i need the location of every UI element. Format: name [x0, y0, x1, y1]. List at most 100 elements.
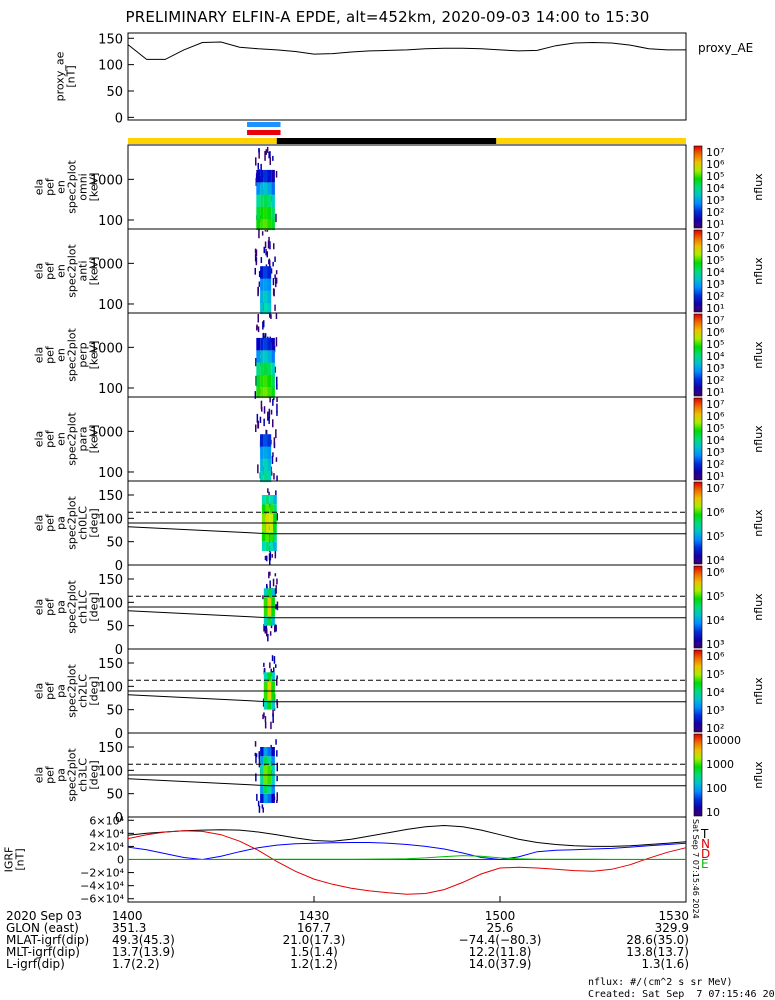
ylabel-line: ch0LC — [77, 506, 90, 540]
colorbar-label: 10⁵ — [706, 422, 724, 435]
colorbar-label: 10¹ — [706, 386, 724, 399]
heatmap-cell — [271, 756, 275, 766]
zone-bar-night — [276, 138, 497, 144]
colorbar-label: 10¹ — [706, 470, 724, 483]
colorbar — [693, 145, 703, 229]
speckle-mark — [255, 177, 257, 186]
heatmap-cell — [271, 217, 275, 231]
heatmap-cell — [260, 775, 264, 785]
heatmap-cell — [261, 541, 266, 551]
colorbar-label: 10000 — [706, 734, 741, 747]
speckle-mark — [268, 417, 270, 424]
ylabel-line: pa — [55, 600, 68, 614]
ylabel-line: ch3LC — [77, 758, 90, 792]
speckle-mark — [275, 429, 277, 439]
ylabel-line: spec2plot — [66, 244, 79, 298]
colorbar-label: 10⁷ — [706, 314, 724, 327]
colorbar-unit-text: nflux — [752, 341, 765, 369]
colorbar-label: 10⁴ — [706, 182, 725, 195]
igrf-series-N — [127, 842, 687, 861]
colorbar-label: 10⁷ — [706, 146, 724, 159]
heatmap-cell — [271, 784, 275, 794]
speckle-mark — [274, 550, 277, 559]
speckle-mark — [257, 464, 259, 474]
colorbar — [693, 313, 703, 397]
speckle-mark — [268, 258, 271, 265]
speckle-mark — [274, 623, 276, 633]
heatmap-cell — [263, 278, 268, 291]
footer-row-label: L-igrf(dip) — [6, 957, 65, 971]
heatmap-cell — [269, 513, 274, 523]
colorbar-label: 10⁶ — [706, 410, 725, 423]
ae-frame — [127, 32, 687, 121]
heatmap-cell — [260, 458, 264, 471]
colorbar-unit: nflux — [752, 761, 765, 789]
igrf-series-T — [127, 824, 687, 847]
speckle-mark — [272, 452, 274, 457]
speckle-mark — [275, 170, 278, 178]
heatmap-cell — [267, 616, 272, 626]
speckle-mark — [273, 243, 275, 250]
ylabel-line: spec2plot — [66, 328, 79, 382]
heatmap-cell — [256, 385, 260, 399]
speckle-mark — [273, 667, 275, 675]
footer-row-value: 329.9 — [655, 921, 689, 935]
ylabel-line: pef — [44, 513, 57, 532]
speckle-mark — [258, 271, 261, 277]
speckle-mark — [255, 375, 257, 386]
footer-row-value: 1.7(2.2) — [112, 957, 160, 971]
pitch-tick-label: 150 — [98, 741, 123, 756]
ylabel-line: proxy_ae — [54, 51, 67, 101]
heatmap-cell — [263, 607, 268, 617]
heatmap-cell — [271, 747, 275, 757]
heatmap-cell — [267, 301, 272, 315]
speckle-mark — [259, 416, 262, 423]
heatmap-cell — [256, 169, 260, 183]
speckle-mark — [272, 155, 274, 161]
heatmap-cell — [260, 290, 264, 303]
panel-frame — [127, 396, 687, 482]
igrf-tick-label: 2×10⁴ — [89, 840, 124, 853]
speckle-mark — [276, 578, 278, 585]
panel-frame — [127, 312, 687, 398]
speckle-mark — [258, 758, 261, 768]
heatmap-cell — [267, 278, 272, 291]
heatmap-cell — [260, 206, 264, 219]
speckle-mark — [260, 257, 263, 264]
ylabel-line: pa — [55, 684, 68, 698]
ylabel-line: ela — [33, 683, 46, 700]
ylabel-line: pef — [44, 261, 57, 280]
ylabel-line: pef — [44, 681, 57, 700]
spin-bar-red — [247, 130, 281, 135]
igrf-ylabel: IGRF[nT] — [3, 847, 27, 873]
speckle-mark — [274, 274, 276, 279]
speckle-mark — [276, 800, 278, 804]
footer-row-value: 1430 — [299, 909, 330, 923]
heatmap-cell — [261, 532, 266, 542]
speckle-mark — [262, 714, 264, 720]
heatmap-cell — [261, 495, 266, 505]
heatmap-cell — [267, 458, 272, 471]
colorbar-label: 10⁴ — [706, 554, 725, 567]
colorbar-label: 10⁶ — [706, 506, 725, 519]
speckle-mark — [267, 488, 269, 493]
colorbar-unit-text: nflux — [752, 257, 765, 285]
speckle-mark — [257, 314, 259, 323]
speckle-mark — [273, 437, 276, 447]
colorbar-unit-text: nflux — [752, 593, 765, 621]
igrf-legend-T: T — [700, 827, 709, 841]
speckle-mark — [268, 491, 270, 496]
speckle-mark — [260, 163, 262, 173]
speckle-mark — [270, 471, 273, 476]
igrf-tick-label: −6×10⁴ — [80, 893, 124, 906]
footer-row-value: 1.3(1.6) — [641, 957, 689, 971]
heatmap-cell — [271, 681, 275, 691]
pitch-tick-label: 150 — [98, 489, 123, 504]
heatmap-cell — [271, 206, 275, 219]
colorbar-unit: nflux — [752, 509, 765, 537]
heatmap-cell — [267, 691, 272, 701]
